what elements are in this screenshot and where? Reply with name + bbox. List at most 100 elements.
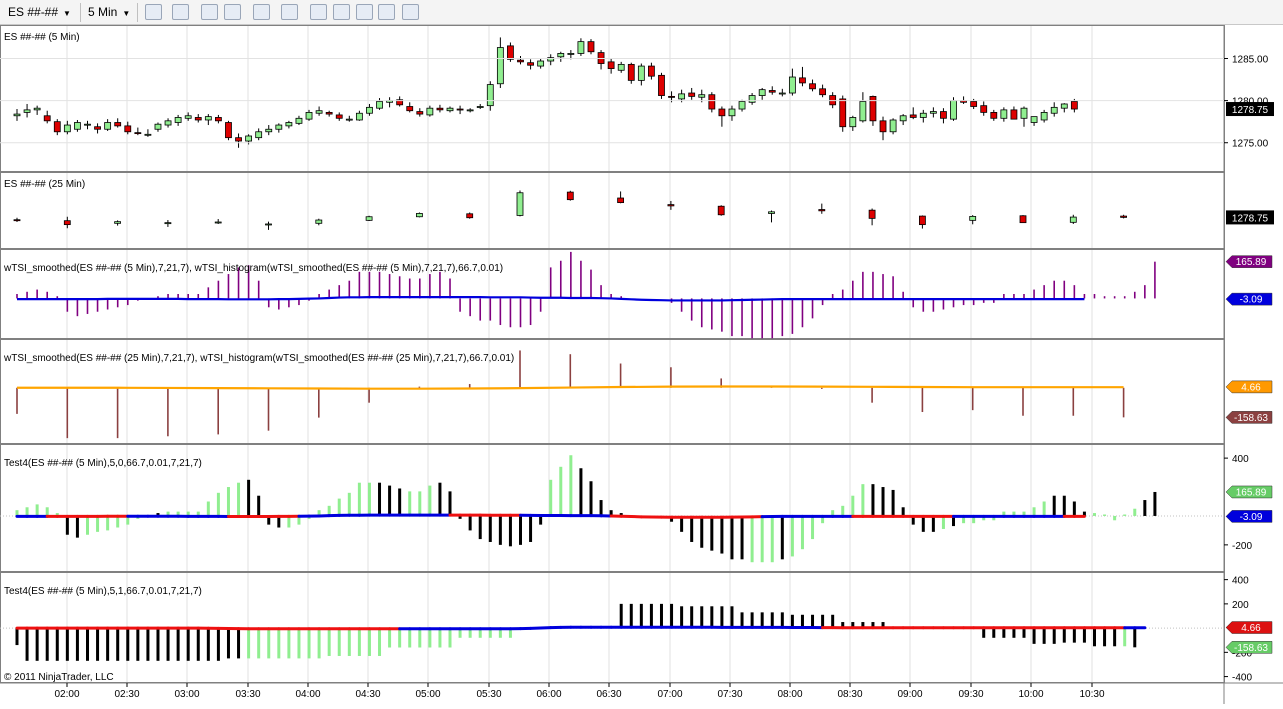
candle-body — [416, 213, 422, 216]
toolbar: ES ##-##▼ 5 Min ▼ — [0, 0, 1283, 25]
candle-body — [407, 107, 413, 111]
x-tick-label: 06:00 — [536, 689, 561, 700]
candle-body — [115, 222, 121, 224]
x-tick-label: 09:30 — [958, 689, 983, 700]
copyright-text: © 2011 NinjaTrader, LLC — [4, 672, 114, 683]
candle-body — [14, 114, 20, 116]
strategy-icon[interactable] — [310, 4, 327, 20]
x-tick-label: 09:00 — [897, 689, 922, 700]
candle-body — [477, 107, 483, 108]
candle-body — [668, 205, 674, 206]
interval-label: 5 Min — [88, 5, 117, 19]
candle-body — [236, 138, 242, 141]
candle-body — [719, 109, 725, 116]
candle-body — [608, 62, 614, 69]
candle-body — [951, 101, 957, 120]
candle-body — [568, 53, 574, 54]
candle-body — [709, 95, 715, 109]
candle-body — [749, 96, 755, 103]
candle-body — [125, 126, 131, 132]
chart-svg[interactable]: ES ##-## (5 Min)1285.001280.001275.00127… — [0, 25, 1283, 704]
candle-body — [981, 106, 987, 113]
candle-body — [588, 42, 594, 52]
candle-body — [215, 117, 221, 120]
dollar-icon[interactable] — [378, 4, 395, 20]
instrument-selector[interactable]: ES ##-##▼ — [8, 2, 71, 22]
candle-body — [24, 110, 30, 113]
chevron-down-icon: ▼ — [63, 9, 71, 18]
price-tag-label: -158.63 — [1234, 643, 1268, 654]
candle-body — [718, 206, 724, 215]
candle-body — [316, 220, 322, 223]
data-box-icon[interactable] — [333, 4, 350, 20]
candle-body — [326, 112, 332, 114]
candle-body — [225, 123, 231, 138]
candle-body — [900, 116, 906, 121]
candle-body — [346, 119, 352, 120]
candle-body — [1071, 101, 1077, 109]
candle-body — [165, 121, 171, 125]
candle-body — [185, 116, 191, 119]
candle-body — [205, 117, 211, 120]
bar-type-icon[interactable] — [145, 4, 162, 20]
candle-body — [447, 108, 453, 111]
panel-title: wTSI_smoothed(ES ##-## (5 Min),7,21,7), … — [3, 263, 503, 274]
candle-body — [34, 108, 40, 110]
candle-body — [1001, 110, 1007, 118]
candle-body — [789, 77, 795, 93]
toolbar-divider — [137, 3, 138, 22]
x-tick-label: 05:30 — [476, 689, 501, 700]
chart-area[interactable]: ES ##-## (5 Min)1285.001280.001275.00127… — [0, 25, 1283, 704]
magnify-icon[interactable] — [281, 4, 298, 20]
x-tick-label: 06:30 — [596, 689, 621, 700]
candle-body — [14, 220, 20, 221]
candle-body — [930, 112, 936, 114]
candle-body — [558, 53, 564, 56]
candle-body — [467, 110, 473, 111]
candle-body — [658, 75, 664, 95]
value-tag: 4.66 — [1226, 622, 1272, 635]
candle-body — [437, 108, 443, 110]
candle-body — [1061, 104, 1067, 108]
value-tag: -3.09 — [1226, 510, 1272, 523]
candle-body — [971, 101, 977, 106]
candle-body — [919, 216, 925, 225]
candle-body — [155, 124, 161, 129]
candle-body — [769, 212, 775, 214]
candle-body — [618, 198, 624, 203]
toolbar-divider — [80, 3, 81, 22]
candle-body — [336, 115, 342, 118]
candle-body — [729, 109, 735, 116]
candle-body — [970, 216, 976, 220]
candle-body — [689, 93, 695, 96]
pointer-icon[interactable] — [253, 4, 270, 20]
candle-body — [296, 118, 302, 123]
x-tick-label: 04:00 — [295, 689, 320, 700]
interval-selector[interactable]: 5 Min ▼ — [88, 2, 130, 22]
chart-properties-icon[interactable] — [356, 4, 373, 20]
candle-body — [195, 117, 201, 120]
x-tick-label: 08:00 — [777, 689, 802, 700]
candle-body — [175, 117, 181, 122]
chevron-down-icon: ▼ — [122, 9, 130, 18]
candle-body — [1021, 108, 1027, 118]
candle-body — [1031, 117, 1037, 123]
drawing-pencil-icon[interactable] — [172, 4, 189, 20]
candle-body — [215, 222, 221, 223]
zoom-out-icon[interactable] — [224, 4, 241, 20]
window-icon[interactable] — [402, 4, 419, 20]
candle-body — [145, 134, 151, 135]
candle-body — [64, 125, 70, 132]
candle-body — [1121, 216, 1127, 217]
candle-body — [779, 93, 785, 94]
candle-body — [1041, 112, 1047, 120]
zoom-in-icon[interactable] — [201, 4, 218, 20]
candle-body — [457, 109, 463, 110]
candle-body — [578, 42, 584, 54]
candle-body — [638, 66, 644, 80]
panel-title: wTSI_smoothed(ES ##-## (25 Min),7,21,7),… — [3, 353, 514, 364]
candle-body — [246, 136, 252, 141]
candle-body — [870, 96, 876, 120]
candle-body — [487, 85, 493, 106]
candle-body — [1051, 107, 1057, 113]
